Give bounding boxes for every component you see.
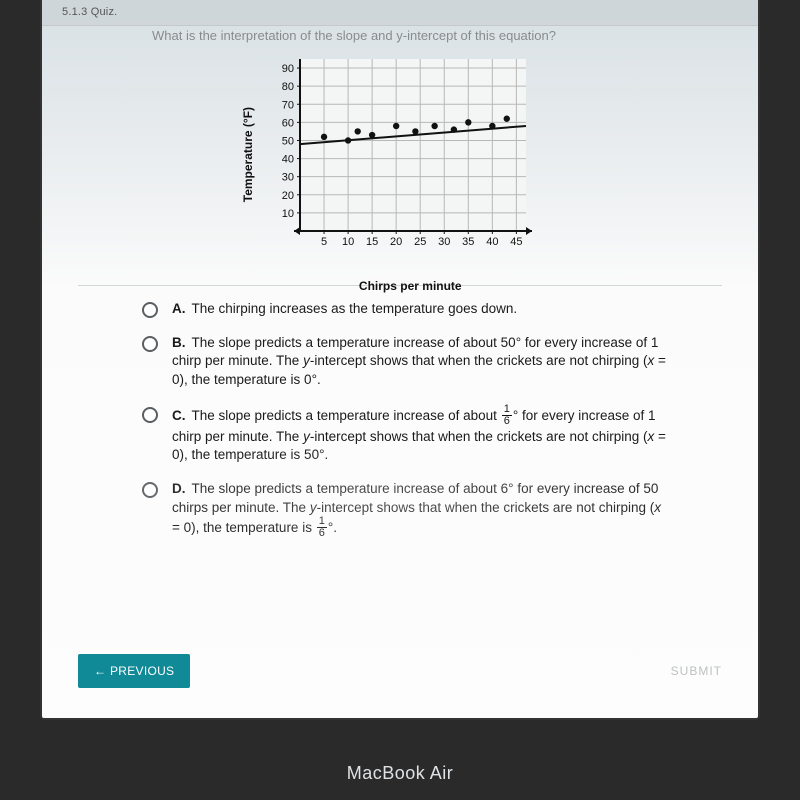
svg-text:50: 50 xyxy=(282,135,294,147)
svg-text:90: 90 xyxy=(282,63,294,75)
svg-text:5: 5 xyxy=(321,236,327,248)
choice-text: B.The slope predicts a temperature incre… xyxy=(172,334,668,389)
choice-letter: D. xyxy=(172,481,186,496)
svg-text:40: 40 xyxy=(486,236,498,248)
footer: ← PREVIOUS SUBMIT xyxy=(78,654,722,688)
radio-icon[interactable] xyxy=(142,407,158,423)
svg-text:80: 80 xyxy=(282,81,294,93)
arrow-left-icon: ← xyxy=(94,664,110,678)
svg-text:15: 15 xyxy=(366,236,378,248)
answer-choice[interactable]: B.The slope predicts a temperature incre… xyxy=(142,334,668,389)
y-axis-label: Temperature (°F) xyxy=(241,107,255,202)
quiz-header: 5.1.3 Quiz. xyxy=(42,0,758,26)
svg-text:70: 70 xyxy=(282,99,294,111)
svg-text:10: 10 xyxy=(282,208,294,220)
scatter-chart: Temperature (°F) 10203040506070809051015… xyxy=(260,51,540,261)
screen: 5.1.3 Quiz. What is the interpretation o… xyxy=(40,0,760,720)
question-stem: What is the interpretation of the slope … xyxy=(42,26,758,43)
choice-letter: A. xyxy=(172,301,186,316)
device-label: MacBook Air xyxy=(347,763,454,784)
radio-icon[interactable] xyxy=(142,336,158,352)
radio-icon[interactable] xyxy=(142,482,158,498)
chart-svg: 10 20 30 40 50 60 70 80 90 5 10 15 20 25 30 35 40 45 xyxy=(260,51,540,261)
svg-text:45: 45 xyxy=(510,236,522,248)
svg-text:40: 40 xyxy=(282,154,294,166)
svg-text:10: 10 xyxy=(342,236,354,248)
choice-text: D.The slope predicts a temperature incre… xyxy=(172,480,668,539)
choice-letter: B. xyxy=(172,335,186,350)
svg-text:35: 35 xyxy=(462,236,474,248)
svg-text:25: 25 xyxy=(414,236,426,248)
choice-text: A.The chirping increases as the temperat… xyxy=(172,300,517,318)
svg-text:30: 30 xyxy=(282,172,294,184)
chart-container: Temperature (°F) 10 20 30 40 50 60 70 80 90 5 10 15… xyxy=(42,51,758,261)
submit-button[interactable]: SUBMIT xyxy=(671,664,722,678)
answer-choices: A.The chirping increases as the temperat… xyxy=(42,300,758,540)
svg-text:20: 20 xyxy=(390,236,402,248)
previous-label: PREVIOUS xyxy=(110,664,174,678)
choice-text: C.The slope predicts a temperature incre… xyxy=(172,405,668,464)
x-axis-label: Chirps per minute xyxy=(359,279,462,293)
previous-button[interactable]: ← PREVIOUS xyxy=(78,654,190,688)
radio-icon[interactable] xyxy=(142,302,158,318)
answer-choice[interactable]: A.The chirping increases as the temperat… xyxy=(142,300,668,318)
answer-choice[interactable]: D.The slope predicts a temperature incre… xyxy=(142,480,668,539)
answer-choice[interactable]: C.The slope predicts a temperature incre… xyxy=(142,405,668,464)
svg-text:30: 30 xyxy=(438,236,450,248)
svg-text:60: 60 xyxy=(282,117,294,129)
svg-text:20: 20 xyxy=(282,190,294,202)
choice-letter: C. xyxy=(172,408,186,423)
